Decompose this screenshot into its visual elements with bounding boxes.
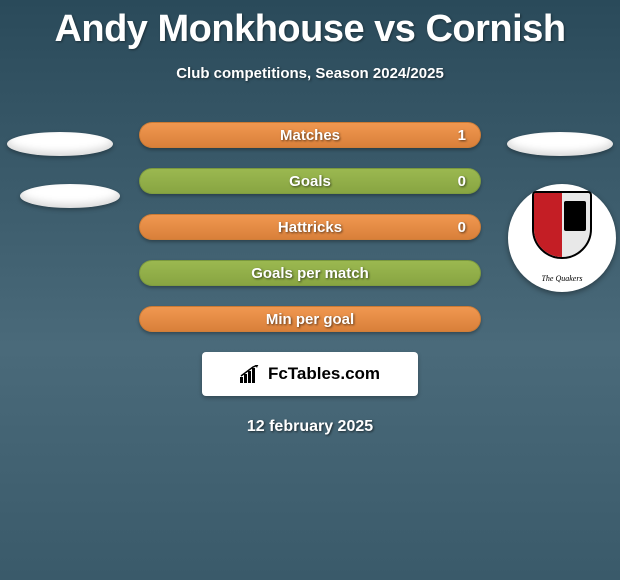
source-logo[interactable]: FcTables.com bbox=[202, 352, 418, 396]
stat-label: Goals per match bbox=[251, 265, 369, 282]
stat-bar-min-per-goal: Min per goal bbox=[139, 306, 481, 332]
club-badge: The Quakers bbox=[508, 184, 616, 292]
subtitle: Club competitions, Season 2024/2025 bbox=[0, 65, 620, 82]
stat-label: Goals bbox=[289, 173, 331, 190]
stat-label: Matches bbox=[280, 127, 340, 144]
stat-label: Hattricks bbox=[278, 219, 342, 236]
stats-area: The Quakers Matches 1 Goals 0 Hattricks … bbox=[0, 122, 620, 436]
player1-oval-1 bbox=[7, 132, 113, 156]
stat-bar-goals-per-match: Goals per match bbox=[139, 260, 481, 286]
player2-oval-1 bbox=[507, 132, 613, 156]
badge-motto: The Quakers bbox=[519, 274, 605, 283]
page-title: Andy Monkhouse vs Cornish bbox=[0, 0, 620, 51]
player1-oval-2 bbox=[20, 184, 120, 208]
stat-bars: Matches 1 Goals 0 Hattricks 0 Goals per … bbox=[139, 122, 481, 332]
stat-value: 0 bbox=[458, 173, 466, 190]
stat-label: Min per goal bbox=[266, 311, 354, 328]
bar-chart-icon bbox=[240, 365, 262, 383]
stat-bar-goals: Goals 0 bbox=[139, 168, 481, 194]
stat-bar-matches: Matches 1 bbox=[139, 122, 481, 148]
stat-value: 1 bbox=[458, 127, 466, 144]
badge-shield-icon bbox=[532, 191, 592, 259]
stat-bar-hattricks: Hattricks 0 bbox=[139, 214, 481, 240]
stat-value: 0 bbox=[458, 219, 466, 236]
snapshot-date: 12 february 2025 bbox=[0, 418, 620, 436]
logo-text: FcTables.com bbox=[268, 364, 380, 384]
